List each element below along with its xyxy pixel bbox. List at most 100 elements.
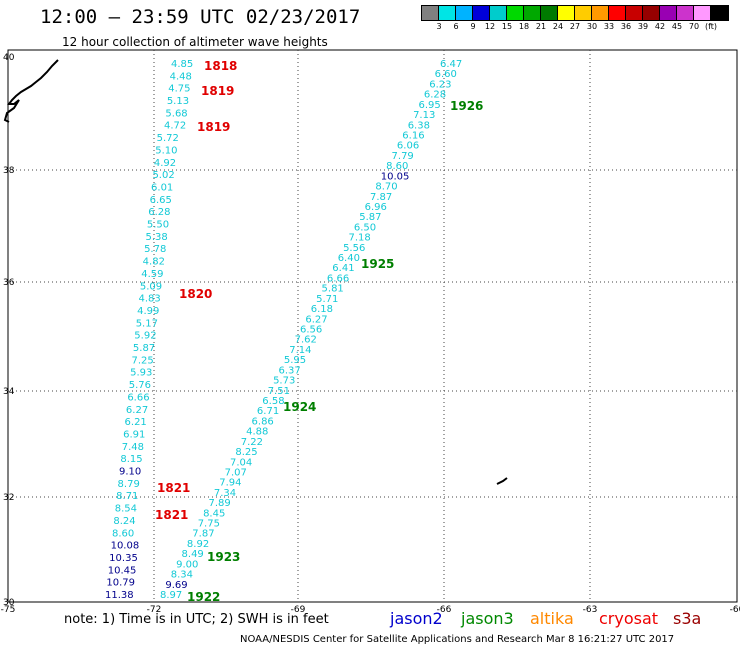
swh-value-label: 5.95 — [284, 355, 306, 366]
swh-value-label: 4.92 — [154, 158, 176, 169]
color-scale-label: 6 — [453, 22, 459, 31]
swh-value-label: 6.01 — [151, 182, 173, 193]
swh-value-label: 7.14 — [289, 345, 311, 356]
pass-number-label: 1924 — [283, 400, 316, 414]
swh-value-label: 7.04 — [230, 457, 252, 468]
swh-value-label: 6.91 — [123, 429, 145, 440]
legend-cryosat: cryosat — [599, 609, 659, 628]
lat-tick-label: 34 — [3, 387, 15, 397]
swh-value-label: 6.66 — [127, 392, 149, 403]
pass-number-label: 1925 — [361, 257, 394, 271]
pass-number-label: 1922 — [187, 590, 220, 604]
legend-jason2: jason2 — [390, 609, 443, 628]
swh-value-label: 8.60 — [112, 528, 134, 539]
swh-value-label: 7.34 — [214, 488, 236, 499]
swh-value-label: 6.47 — [440, 59, 462, 70]
swh-value-label: 6.27 — [126, 405, 148, 416]
lon-tick-label: -75 — [1, 605, 16, 615]
color-scale-label: 36 — [620, 22, 632, 31]
credit-line: NOAA/NESDIS Center for Satellite Applica… — [240, 634, 675, 645]
swh-value-label: 7.87 — [192, 529, 214, 540]
swh-value-label: 9.69 — [165, 580, 187, 591]
lon-tick-label: -60 — [730, 605, 740, 615]
swh-value-label: 6.06 — [397, 141, 419, 152]
pass-number-label: 1821 — [155, 508, 188, 522]
swh-value-label: 8.49 — [182, 549, 204, 560]
swh-value-label: 6.86 — [252, 416, 274, 427]
lat-tick-label: 36 — [3, 278, 15, 288]
color-swatch — [456, 6, 473, 20]
color-swatch — [711, 6, 728, 20]
swh-value-label: 6.41 — [332, 263, 354, 274]
swh-value-label: 6.71 — [257, 406, 279, 417]
swh-value-label: 5.09 — [140, 281, 162, 292]
swh-value-label: 7.79 — [392, 151, 414, 162]
swh-value-label: 5.92 — [134, 331, 156, 342]
swh-value-label: 6.21 — [125, 417, 147, 428]
swh-value-label: 4.88 — [246, 427, 268, 438]
pass-number-label: 1923 — [207, 550, 240, 564]
color-scale-label: 33 — [603, 22, 615, 31]
swh-value-label: 7.48 — [122, 442, 144, 453]
color-scale-label: 42 — [654, 22, 666, 31]
map-frame — [7, 49, 738, 603]
swh-value-label: 8.71 — [116, 491, 138, 502]
swh-value-label: 8.24 — [113, 516, 135, 527]
color-swatch — [541, 6, 558, 20]
legend-s3a: s3a — [673, 609, 702, 628]
color-scale-bar — [421, 5, 729, 21]
pass-number-label: 1819 — [197, 120, 230, 134]
swh-value-label: 6.37 — [278, 365, 300, 376]
swh-value-label: 7.87 — [370, 192, 392, 203]
color-swatch — [422, 6, 439, 20]
swh-value-label: 4.99 — [137, 306, 159, 317]
swh-value-label: 10.79 — [106, 578, 135, 589]
swh-value-label: 5.72 — [157, 133, 179, 144]
swh-value-label: 4.72 — [164, 121, 186, 132]
swh-value-label: 8.70 — [375, 182, 397, 193]
swh-value-label: 5.87 — [133, 343, 155, 354]
swh-value-label: 6.50 — [354, 222, 376, 233]
lat-tick-label: 38 — [3, 166, 15, 176]
swh-value-label: 6.18 — [311, 304, 333, 315]
swh-value-label: 7.89 — [208, 498, 230, 509]
lon-tick-label: -72 — [147, 605, 162, 615]
swh-value-label: 4.82 — [143, 257, 165, 268]
lat-tick-label: 32 — [3, 493, 14, 503]
lat-tick-label: 30 — [3, 598, 15, 608]
swh-value-label: 4.85 — [171, 59, 193, 70]
color-scale-label: 30 — [586, 22, 598, 31]
swh-value-label: 5.38 — [145, 232, 167, 243]
color-swatch — [677, 6, 694, 20]
swh-value-label: 5.56 — [343, 243, 365, 254]
swh-value-label: 5.81 — [322, 284, 344, 295]
map-title: 12:00 – 23:59 UTC 02/23/2017 — [40, 6, 361, 28]
lon-tick-label: -63 — [583, 605, 598, 615]
color-swatch — [643, 6, 660, 20]
swh-value-label: 5.13 — [167, 96, 189, 107]
swh-value-label: 5.93 — [130, 368, 152, 379]
swh-value-label: 6.60 — [435, 69, 457, 80]
swh-value-label: 6.27 — [305, 314, 327, 325]
map-subtitle: 12 hour collection of altimeter wave hei… — [62, 35, 328, 49]
swh-value-label: 4.83 — [138, 294, 160, 305]
pass-number-label: 1926 — [450, 99, 483, 113]
swh-value-label: 8.15 — [120, 454, 142, 465]
swh-value-label: 10.08 — [111, 541, 140, 552]
color-scale-label: 12 — [484, 22, 496, 31]
swh-value-label: 6.28 — [148, 207, 170, 218]
swh-value-label: 5.17 — [136, 318, 158, 329]
color-scale-label: (ft) — [704, 22, 718, 31]
lon-tick-label: -66 — [437, 605, 452, 615]
color-swatch — [524, 6, 541, 20]
swh-value-label: 8.54 — [115, 504, 137, 515]
swh-value-label: 6.40 — [338, 253, 360, 264]
swh-value-label: 8.34 — [171, 570, 193, 581]
legend-jason3: jason3 — [461, 609, 514, 628]
swh-value-label: 5.71 — [316, 294, 338, 305]
swh-value-label: 11.38 — [105, 590, 134, 601]
swh-value-label: 5.78 — [144, 244, 166, 255]
color-scale-label: 27 — [569, 22, 581, 31]
swh-value-label: 6.96 — [365, 202, 387, 213]
